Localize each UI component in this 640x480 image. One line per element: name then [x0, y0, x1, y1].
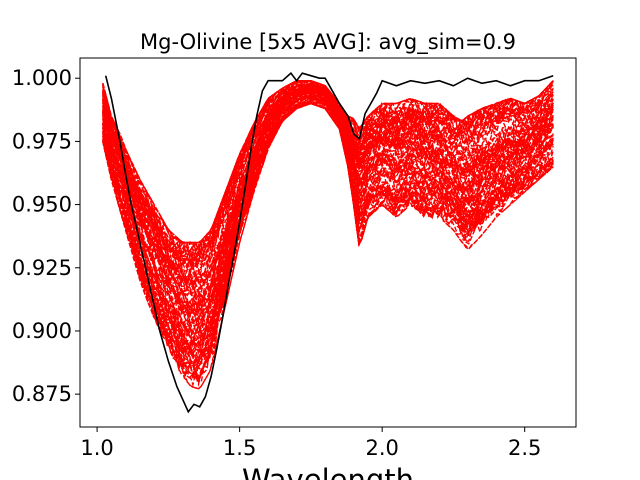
y-tick-label: 0.950: [12, 193, 72, 217]
sample-series-line: [102, 85, 554, 303]
sample-series-line: [102, 79, 554, 286]
sample-series-line: [102, 102, 554, 359]
reference-series-line: [104, 72, 554, 414]
sample-series-line: [102, 79, 554, 281]
x-axis-label: Wavelength: [242, 463, 414, 480]
x-tick-label: 1.0: [80, 436, 113, 460]
y-tick-label: 0.925: [12, 256, 72, 280]
plot-frame: [79, 57, 577, 428]
sample-series-line: [102, 86, 554, 324]
sample-series-line: [102, 94, 554, 361]
sample-series-line: [102, 90, 554, 323]
y-axis: 0.875 0.900 0.925 0.950 0.975 1.000: [12, 66, 80, 406]
sample-series-line: [102, 90, 554, 341]
sample-series-line: [102, 87, 554, 301]
x-tick-label: 2.0: [365, 436, 398, 460]
x-tick-label: 2.5: [508, 436, 541, 460]
x-tick-label: 1.5: [223, 436, 256, 460]
sample-series-line: [102, 100, 554, 348]
reference-series-group: [104, 72, 554, 414]
y-tick-label: 0.875: [12, 382, 72, 406]
sample-series-line: [102, 90, 554, 282]
chart-title: Mg-Olivine [5x5 AVG]: avg_sim=0.9: [140, 30, 516, 55]
sample-series-line: [102, 100, 554, 371]
y-tick-label: 0.900: [12, 319, 72, 343]
sample-series-line: [102, 79, 554, 268]
sample-series-line: [102, 87, 554, 269]
plot-area: [102, 72, 554, 414]
y-tick-label: 1.000: [12, 66, 72, 90]
y-tick-label: 0.975: [12, 129, 72, 153]
x-axis: 1.0 1.5 2.0 2.5: [80, 427, 541, 460]
sample-series-line: [102, 98, 554, 364]
sample-series-line: [102, 87, 554, 319]
sample-series-line: [102, 82, 554, 248]
sample-series-line: [102, 83, 554, 298]
sample-series-group: [102, 79, 554, 390]
sample-series-line: [102, 102, 554, 380]
